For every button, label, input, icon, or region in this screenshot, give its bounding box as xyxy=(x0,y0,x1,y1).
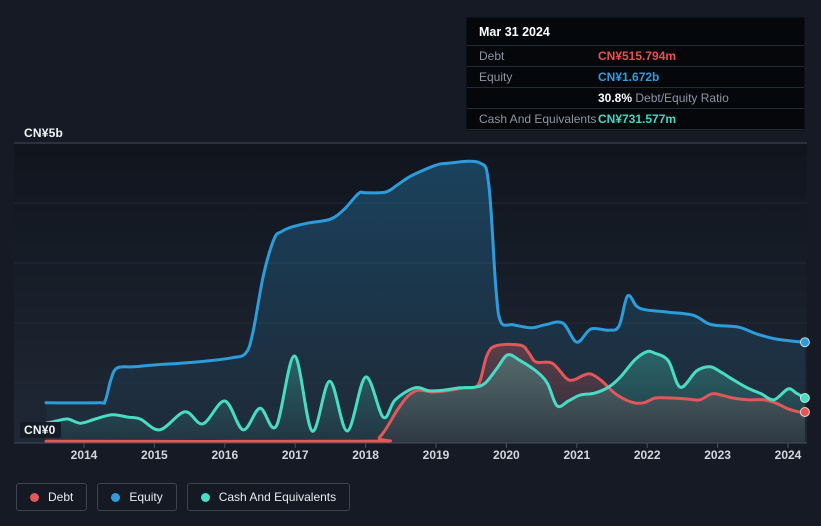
tooltip-date: Mar 31 2024 xyxy=(479,25,550,39)
x-axis-year-label: 2022 xyxy=(633,448,661,462)
x-axis-year-label: 2016 xyxy=(211,448,239,462)
legend-cash-label: Cash And Equivalents xyxy=(218,490,337,504)
x-axis-year-label: 2020 xyxy=(493,448,520,462)
tooltip-row-equity: Equity CN¥1.672b xyxy=(467,66,804,87)
tooltip-equity-value: CN¥1.672b xyxy=(598,70,660,84)
x-axis xyxy=(14,442,807,448)
legend: Debt Equity Cash And Equivalents xyxy=(16,483,351,511)
tooltip-ratio-label: Debt/Equity Ratio xyxy=(635,91,729,105)
tooltip-ratio: 30.8% Debt/Equity Ratio xyxy=(598,91,729,105)
tooltip-ratio-value: 30.8% xyxy=(598,91,633,105)
legend-equity-label: Equity xyxy=(129,490,163,504)
legend-debt-label: Debt xyxy=(48,490,74,504)
tooltip-equity-label: Equity xyxy=(479,70,513,84)
y-axis-max-label: CN¥5b xyxy=(24,126,64,140)
debt-series-dot xyxy=(30,492,39,502)
tooltip-debt-value: CN¥515.794m xyxy=(598,49,677,63)
x-axis-year-label: 2019 xyxy=(422,448,450,462)
x-axis-year-label: 2021 xyxy=(563,448,591,462)
legend-item-equity[interactable]: Equity xyxy=(97,483,177,511)
tooltip-cash-value: CN¥731.577m xyxy=(598,112,677,126)
series-end-markers xyxy=(799,337,810,418)
x-axis-year-label: 2023 xyxy=(704,448,731,462)
tooltip-row-debt: Debt CN¥515.794m xyxy=(467,45,804,66)
tooltip-debt-label: Debt xyxy=(479,49,505,63)
legend-item-debt[interactable]: Debt xyxy=(16,483,88,511)
chart-tooltip: Mar 31 2024 Debt CN¥515.794m Equity CN¥1… xyxy=(466,17,805,131)
x-axis-year-label: 2014 xyxy=(70,448,98,462)
x-axis-year-label: 2018 xyxy=(352,448,379,462)
series-lines xyxy=(44,159,807,444)
tooltip-cash-label: Cash And Equivalents xyxy=(479,112,597,126)
x-axis-year-label: 2024 xyxy=(774,448,802,462)
y-axis-zero-label: CN¥0 xyxy=(20,422,62,438)
cash-series-dot xyxy=(200,492,210,502)
legend-item-cash[interactable]: Cash And Equivalents xyxy=(186,483,351,511)
tooltip-row-ratio: 30.8% Debt/Equity Ratio xyxy=(467,87,804,108)
equity-series-dot xyxy=(111,492,121,502)
tooltip-row-cash: Cash And Equivalents CN¥731.577m xyxy=(467,108,804,130)
x-axis-year-label: 2015 xyxy=(141,448,168,462)
x-axis-year-label: 2017 xyxy=(281,448,309,462)
